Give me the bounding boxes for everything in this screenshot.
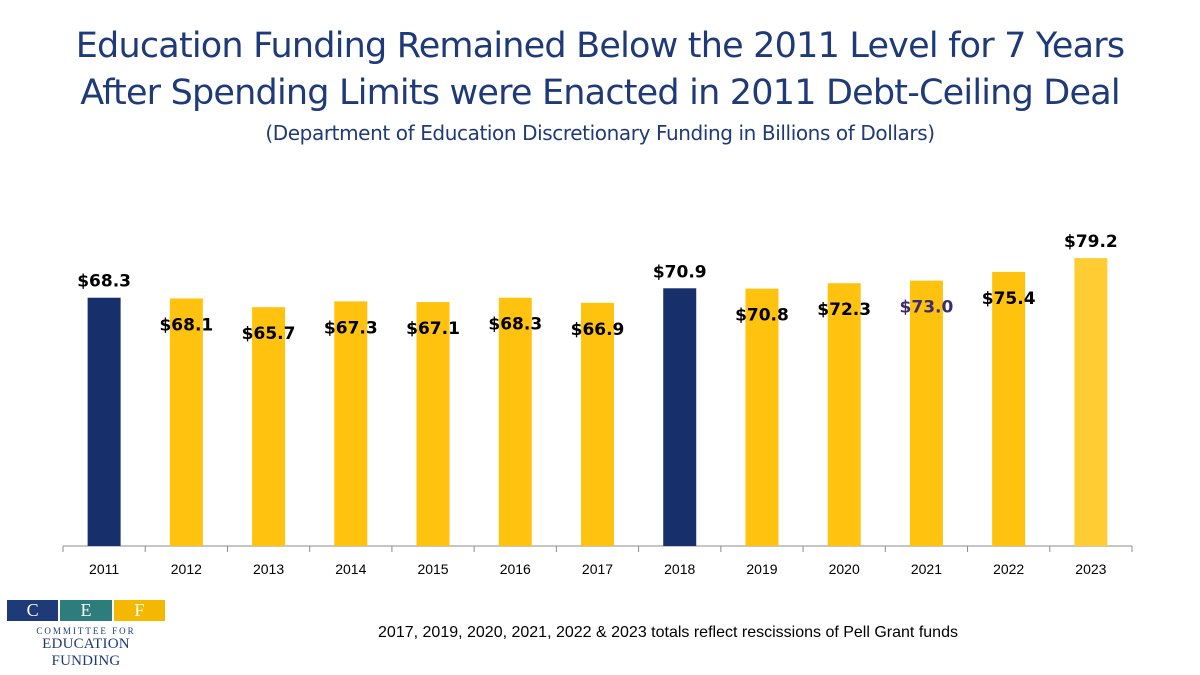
bar-2023 [1074,258,1108,546]
data-label-2013: $65.7 [242,324,296,344]
data-label-2018: $70.9 [653,262,707,282]
bar-2014 [334,301,368,546]
bar-2017 [581,302,614,546]
data-label-2016: $68.3 [488,315,542,335]
bar-2016 [498,297,532,546]
data-label-2014: $67.3 [324,318,378,338]
data-label-2023: $79.2 [1064,232,1118,252]
x-tick-label-2021: 2021 [911,561,942,577]
x-tick-label-2018: 2018 [664,561,695,577]
bar-2012 [169,298,203,546]
logo-letter-e: E [60,600,112,621]
x-tick-label-2017: 2017 [582,561,613,577]
footnote: 2017, 2019, 2020, 2021, 2022 & 2023 tota… [378,624,958,641]
logo-line-2: EDUCATION FUNDING [42,636,130,669]
bar-2019 [745,288,779,546]
data-label-2021: $73.0 [900,298,954,318]
x-tick-label-2011: 2011 [89,561,119,577]
bar-2011 [87,297,121,546]
logo-line-1: COMMITTEE FOR [36,626,136,636]
bar-2021 [909,280,943,546]
x-tick-label-2023: 2023 [1075,561,1106,577]
chart-subtitle: (Department of Education Discretionary F… [265,121,935,145]
bar-2013 [252,307,286,546]
x-tick-label-2015: 2015 [417,561,448,577]
chart-title-line-1: Education Funding Remained Below the 201… [75,26,1125,66]
data-label-2017: $66.9 [571,320,625,340]
logo-letter-c: C [7,600,59,621]
x-tick-label-2013: 2013 [253,561,284,577]
chart-title-line-2: After Spending Limits were Enacted in 20… [80,73,1120,113]
x-tick-label-2014: 2014 [335,561,366,577]
x-tick-label-2016: 2016 [500,561,531,577]
data-label-2022: $75.4 [982,289,1036,309]
data-label-2011: $68.3 [77,272,131,292]
bar-2018 [663,288,697,546]
x-tick-label-2012: 2012 [171,561,202,577]
data-label-2015: $67.1 [406,319,460,339]
bar-2022 [992,271,1026,546]
data-label-2019: $70.8 [735,306,789,326]
x-tick-label-2022: 2022 [993,561,1024,577]
logo-letter-boxes: C E F [7,600,165,621]
bar-2015 [416,302,450,546]
bar-2020 [827,283,861,546]
x-tick-label-2020: 2020 [829,561,860,577]
data-label-2020: $72.3 [817,300,871,320]
cef-logo: C E F COMMITTEE FOR EDUCATION FUNDING [7,600,165,669]
x-tick-label-2019: 2019 [746,561,777,577]
bar-chart: $68.3 2011 $68.1 2012 $65.7 2013 $67.3 2014 $67.… [62,232,1133,577]
logo-letter-f: F [113,600,165,621]
data-label-2012: $68.1 [159,315,213,335]
